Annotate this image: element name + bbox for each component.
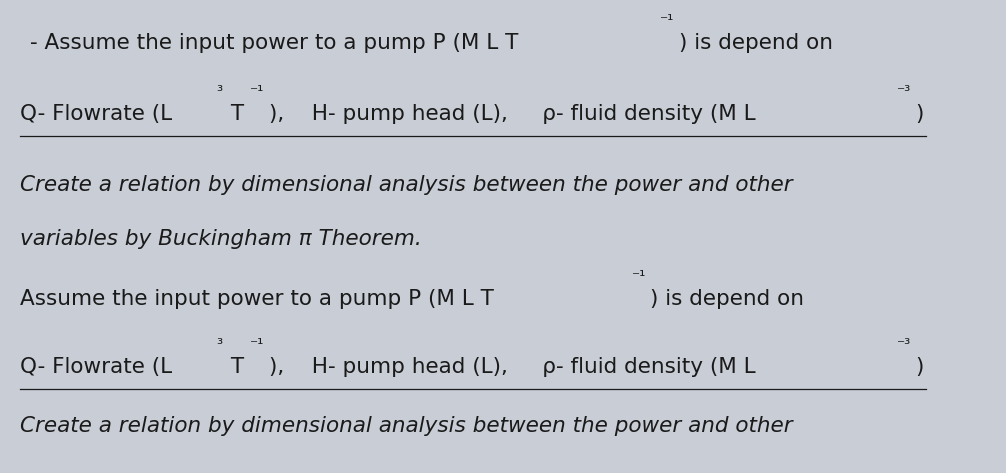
Text: Q- Flowrate (L: Q- Flowrate (L: [20, 357, 172, 377]
Text: T: T: [224, 104, 244, 124]
Text: ): ): [915, 357, 924, 377]
Text: ³: ³: [216, 84, 222, 99]
Text: T: T: [224, 357, 244, 377]
Text: ⁻¹: ⁻¹: [632, 269, 646, 284]
Text: Create a relation by dimensional analysis between the power and other: Create a relation by dimensional analysi…: [20, 416, 793, 436]
Text: ) is depend on: ) is depend on: [679, 33, 833, 53]
Text: ⁻³: ⁻³: [896, 337, 911, 352]
Text: variables by Buckingham π Theorem.: variables by Buckingham π Theorem.: [20, 229, 422, 249]
Text: ) is depend on: ) is depend on: [650, 289, 804, 308]
Text: ⁻³: ⁻³: [896, 84, 911, 99]
Text: Q- Flowrate (L: Q- Flowrate (L: [20, 104, 172, 124]
Text: ),    H- pump head (L),     ρ- fluid density (M L: ), H- pump head (L), ρ- fluid density (M…: [269, 357, 756, 377]
Text: ⁻¹: ⁻¹: [250, 84, 265, 99]
Text: ): ): [915, 104, 924, 124]
Text: ⁻¹: ⁻¹: [250, 337, 265, 352]
Text: ³: ³: [216, 337, 222, 352]
Text: - Assume the input power to a pump P (M L T: - Assume the input power to a pump P (M …: [30, 33, 518, 53]
Text: Create a relation by dimensional analysis between the power and other: Create a relation by dimensional analysi…: [20, 175, 793, 195]
Text: ⁻¹: ⁻¹: [660, 13, 675, 28]
Text: Assume the input power to a pump P (M L T: Assume the input power to a pump P (M L …: [20, 289, 494, 308]
Text: ),    H- pump head (L),     ρ- fluid density (M L: ), H- pump head (L), ρ- fluid density (M…: [269, 104, 756, 124]
